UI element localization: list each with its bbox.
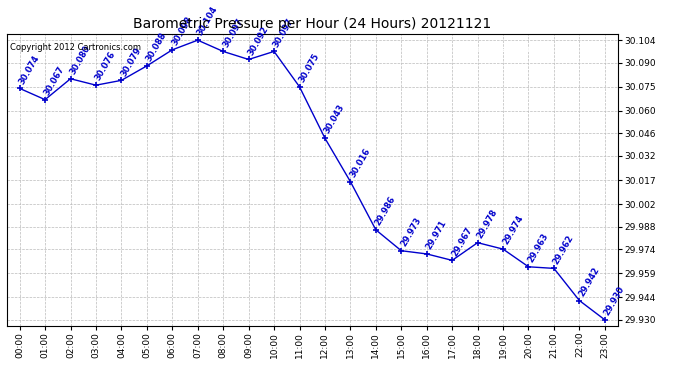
Text: 29.978: 29.978 [475,208,500,240]
Text: 30.088: 30.088 [145,31,168,63]
Text: 30.074: 30.074 [17,53,41,86]
Text: 29.974: 29.974 [501,214,524,246]
Text: 30.016: 30.016 [348,146,372,179]
Text: 29.963: 29.963 [526,232,550,264]
Text: Copyright 2012 Cartronics.com: Copyright 2012 Cartronics.com [10,42,141,51]
Text: 29.971: 29.971 [424,219,448,251]
Text: 30.098: 30.098 [170,15,194,47]
Text: 30.067: 30.067 [43,64,67,97]
Text: 30.097: 30.097 [221,16,245,49]
Text: 29.986: 29.986 [373,195,397,227]
Text: 29.967: 29.967 [450,225,474,258]
Text: 30.043: 30.043 [323,103,346,135]
Text: 30.075: 30.075 [297,52,321,84]
Text: 30.076: 30.076 [94,50,117,82]
Text: 29.973: 29.973 [399,216,423,248]
Text: 30.080: 30.080 [68,44,92,76]
Text: 30.079: 30.079 [119,45,143,78]
Title: Barometric Pressure per Hour (24 Hours) 20121121: Barometric Pressure per Hour (24 Hours) … [133,17,491,31]
Text: 30.097: 30.097 [272,16,295,49]
Text: 30.092: 30.092 [246,24,270,57]
Text: 29.930: 29.930 [602,285,627,317]
Text: 29.942: 29.942 [577,265,601,298]
Text: 30.104: 30.104 [195,5,219,38]
Text: 29.962: 29.962 [552,233,575,266]
